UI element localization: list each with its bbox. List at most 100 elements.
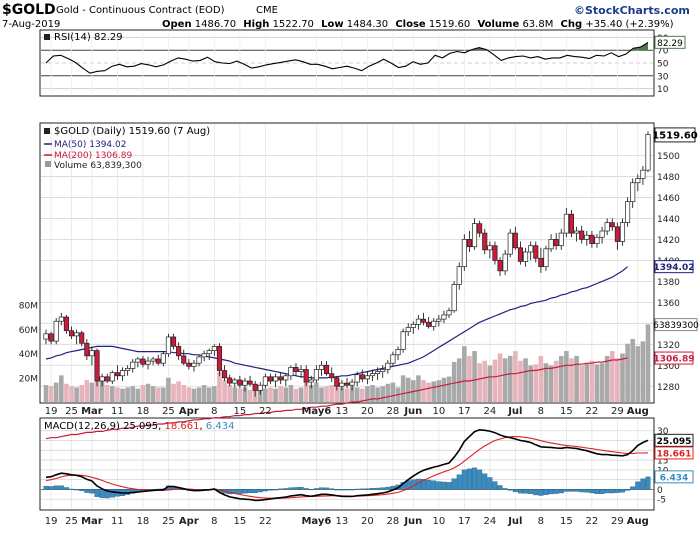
- volume-bar: [492, 359, 498, 402]
- volume-bar: [513, 351, 518, 402]
- candle: [58, 312, 64, 326]
- volume-bar: [53, 382, 59, 402]
- candle: [232, 377, 238, 388]
- macd-histogram-bar: [604, 489, 610, 494]
- volume-bar: [227, 385, 232, 402]
- macd-histogram-bar: [594, 489, 600, 494]
- candle: [635, 174, 641, 192]
- macd-histogram-bar: [492, 481, 498, 490]
- rsi-overbought-fill: [471, 47, 487, 51]
- candle-body: [150, 358, 156, 362]
- candle: [145, 356, 151, 370]
- volume-bar: [436, 380, 442, 402]
- candle-body: [339, 382, 345, 387]
- candle: [420, 312, 427, 326]
- candle-body: [165, 336, 171, 355]
- candle-body: [599, 230, 605, 238]
- candle-body: [594, 236, 600, 244]
- candle: [165, 333, 171, 357]
- candle: [584, 231, 590, 246]
- candle: [558, 228, 564, 250]
- candle: [589, 231, 595, 248]
- macd-x-label: 8: [211, 516, 217, 527]
- macd-tick-label: 30: [657, 427, 669, 437]
- volume-bar: [400, 375, 406, 402]
- volume-bar: [339, 387, 345, 402]
- candle: [130, 358, 136, 373]
- candle-body: [349, 381, 355, 386]
- candle-body: [125, 368, 131, 371]
- volume-bar: [329, 385, 334, 402]
- low-label: Low: [321, 19, 343, 30]
- macd-histogram-bar: [329, 488, 335, 490]
- candle-body: [625, 201, 631, 223]
- volume-bar: [79, 385, 85, 402]
- macd-histogram-bar: [599, 489, 605, 494]
- price-title-text: $GOLD (Daily) 1519.60 (7 Aug): [54, 126, 210, 137]
- macd-histogram-bar: [344, 489, 350, 491]
- candle: [523, 247, 529, 267]
- macd-histogram-bar: [318, 487, 324, 490]
- candle-body: [420, 318, 427, 323]
- macd-histogram-bar: [502, 488, 508, 490]
- volume-tick-label: 20M: [19, 374, 38, 384]
- volume-bar: [416, 375, 421, 402]
- price-x-label: 25: [65, 406, 78, 417]
- macd-histogram-bar: [359, 488, 365, 490]
- candle-body: [364, 375, 370, 380]
- candle: [354, 371, 360, 387]
- price-x-label: 8: [211, 406, 217, 417]
- candle: [533, 241, 539, 263]
- candle: [186, 358, 192, 370]
- macd-histogram-bar: [370, 488, 376, 490]
- rsi-title: RSI(14) 82.29: [44, 32, 123, 43]
- volume-bar: [354, 387, 360, 402]
- candle-body: [155, 358, 161, 364]
- volume-bar: [334, 380, 340, 402]
- candle-body: [517, 247, 524, 262]
- candle-body: [563, 213, 569, 234]
- volume-bar: [201, 385, 207, 402]
- macd-histogram-bar: [517, 489, 523, 494]
- macd-histogram-bar: [48, 486, 54, 490]
- candle: [344, 377, 350, 389]
- macd-histogram-bar: [43, 485, 49, 490]
- volume-bar: [446, 376, 452, 402]
- candle-body: [318, 364, 325, 370]
- candle-body: [451, 284, 457, 312]
- candle-body: [487, 245, 493, 251]
- rsi-tick-label: 10: [657, 85, 669, 95]
- candle-body: [533, 245, 539, 259]
- macd-histogram-bar: [436, 481, 442, 490]
- volume-bar: [268, 387, 273, 402]
- macd-histogram-bar: [58, 485, 64, 490]
- candle: [640, 165, 646, 185]
- candle: [252, 381, 258, 397]
- candle-body: [58, 316, 64, 322]
- macd-x-label: Jul: [507, 516, 522, 527]
- stockcharts-logo[interactable]: ©StockCharts.com: [574, 4, 690, 17]
- macd-x-label: 22: [259, 516, 272, 527]
- volume-bar: [584, 363, 590, 402]
- macd-histogram-bar: [461, 469, 467, 490]
- candle: [410, 321, 416, 334]
- ma200-value-tag-box: [654, 351, 694, 365]
- candle: [94, 348, 100, 387]
- volume-bar: [43, 385, 49, 402]
- candle: [298, 365, 304, 378]
- candle-body: [68, 330, 75, 337]
- volume-bar: [375, 387, 380, 402]
- macd-histogram-bar: [252, 489, 258, 493]
- macd-histogram-bar: [472, 467, 478, 490]
- candle: [497, 257, 503, 277]
- candle-body: [395, 349, 401, 356]
- candle-body: [298, 369, 304, 372]
- candle-body: [329, 373, 335, 379]
- macd-histogram-bar: [640, 478, 646, 490]
- volume-bar: [99, 377, 105, 402]
- candle-body: [446, 310, 452, 316]
- volume-bar: [630, 338, 635, 402]
- macd-histogram-bar: [558, 489, 564, 494]
- macd-x-label: Aug: [627, 516, 649, 527]
